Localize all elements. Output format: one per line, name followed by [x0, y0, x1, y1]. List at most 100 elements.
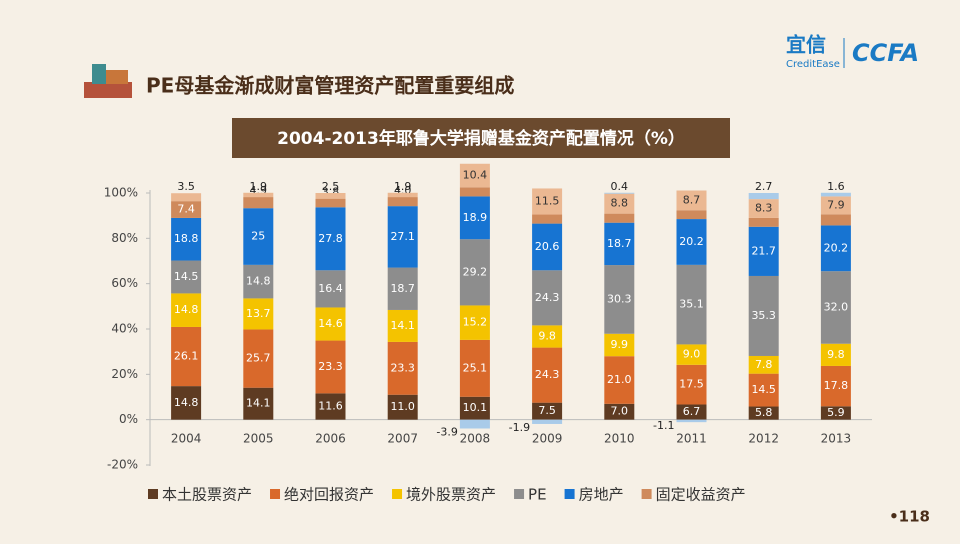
bar-segment [748, 355, 779, 374]
data-label: 23.3 [318, 360, 343, 373]
data-label: 25.7 [246, 352, 271, 365]
data-label: -3.9 [436, 426, 457, 439]
bar-segment [171, 217, 202, 261]
data-label: 1.9 [394, 180, 412, 193]
legend-label: 房地产 [579, 486, 624, 504]
logo: 宜信 [786, 33, 826, 57]
x-tick-label: 2011 [676, 432, 707, 446]
legend-label: PE [528, 486, 547, 504]
data-label: 9.8 [538, 329, 556, 342]
bar-segment [748, 406, 779, 420]
bar-segment [459, 396, 490, 420]
data-label: 26.1 [174, 350, 199, 363]
bar-segment [676, 190, 707, 211]
legend-swatch [392, 489, 403, 499]
data-label: 14.1 [390, 319, 415, 332]
data-label: 27.1 [390, 230, 415, 243]
data-label: 7.9 [827, 198, 845, 211]
bar-segment [676, 364, 707, 405]
data-label: 14.1 [246, 397, 271, 410]
bar-segment [315, 193, 346, 199]
logo-sub: CreditEase [786, 59, 840, 70]
data-label: 6.7 [683, 405, 701, 418]
data-label: 9.0 [683, 348, 701, 361]
bar-segment [604, 333, 635, 357]
bar-segment [459, 196, 490, 240]
data-label: -1.9 [509, 421, 530, 434]
bar-segment [532, 419, 563, 424]
bar-segment [820, 214, 851, 226]
data-label: 11.6 [318, 400, 343, 413]
data-label: 18.8 [174, 232, 199, 245]
data-label: 14.8 [174, 303, 199, 316]
bar-segment [387, 192, 418, 198]
data-label: 14.8 [246, 275, 271, 288]
data-label: 7.0 [611, 405, 629, 418]
data-label: 18.9 [463, 211, 488, 224]
legend-label: 固定收益资产 [656, 486, 746, 504]
bar-segment [315, 207, 346, 271]
bar-segment [243, 208, 274, 265]
bar-segment [604, 265, 635, 334]
data-label: 7.8 [755, 358, 773, 371]
bar-segment [387, 206, 418, 268]
x-tick-label: 2009 [532, 432, 563, 446]
bar-segment [748, 193, 779, 200]
chart-title-box [232, 118, 730, 158]
bar-segment [459, 339, 490, 397]
bar-segment [243, 298, 274, 330]
y-tick-label: 20% [111, 367, 138, 381]
bar-segment [532, 347, 563, 403]
data-label: 15.2 [463, 316, 488, 329]
bar-segment [676, 419, 707, 423]
bar-segment [532, 223, 563, 271]
data-label: 35.1 [679, 298, 704, 311]
data-label: 24.3 [535, 368, 560, 381]
bar-segment [171, 260, 202, 294]
x-tick-label: 2005 [243, 432, 274, 446]
header-icon [84, 64, 132, 98]
data-label: 29.2 [463, 265, 488, 278]
bar-segment [820, 225, 851, 272]
bar-segment [315, 270, 346, 308]
bar-segment [243, 192, 274, 198]
bar-segment [171, 193, 202, 202]
bar-segment [604, 356, 635, 404]
bar-segment [171, 201, 202, 218]
y-tick-label: 40% [111, 322, 138, 336]
bar-segment [315, 393, 346, 420]
bar-segment [676, 344, 707, 365]
data-label: 35.3 [751, 309, 776, 322]
x-tick-label: 2006 [315, 432, 346, 446]
bar-segment [171, 326, 202, 387]
data-label: 25 [251, 230, 265, 243]
bar-segment [171, 386, 202, 420]
bar-segment [820, 365, 851, 407]
data-label: 14.6 [318, 317, 343, 330]
bar-segment [532, 270, 563, 326]
data-label: 18.7 [607, 237, 632, 250]
bar-segment [820, 406, 851, 420]
data-label: 20.2 [679, 235, 704, 248]
legend-label: 境外股票资产 [406, 486, 496, 504]
data-label: 9.8 [827, 348, 845, 361]
data-label: 25.1 [463, 361, 488, 374]
data-label: 10.1 [463, 401, 488, 414]
bar-segment [604, 213, 635, 223]
bar-segment [315, 307, 346, 341]
data-label: 11.0 [390, 400, 415, 413]
data-label: 13.7 [246, 307, 271, 320]
bar-segment [604, 193, 635, 214]
header-title: PE母基金渐成财富管理资产配置重要组成 [146, 74, 514, 98]
data-label: -1.1 [653, 419, 674, 432]
bar-segment [459, 419, 490, 429]
y-tick-label: -20% [107, 458, 138, 472]
y-tick-label: 100% [104, 186, 138, 200]
bar-segment [459, 239, 490, 306]
bar-segment [532, 325, 563, 348]
data-label: 17.8 [824, 379, 849, 392]
legend-swatch [148, 489, 158, 499]
x-tick-label: 2010 [604, 432, 635, 446]
legend-swatch [564, 489, 575, 499]
